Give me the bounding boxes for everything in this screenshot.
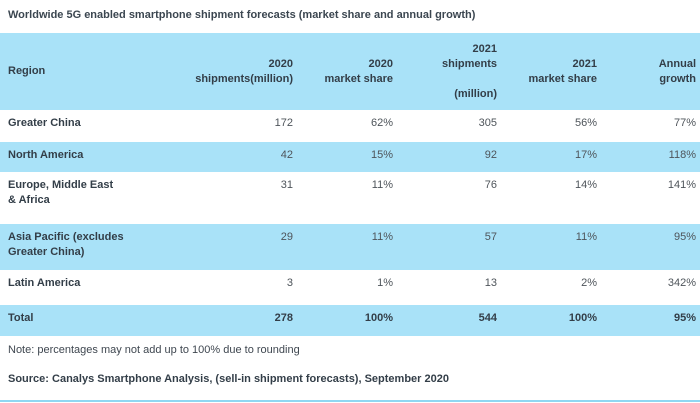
total-value-cell: 278 (274, 312, 293, 324)
value-cell: 17% (574, 149, 597, 161)
region-cell: Greater China (8, 117, 81, 129)
total-value-cell: 95% (673, 312, 696, 324)
value-cell: 11% (371, 179, 393, 191)
value-cell: 3 (286, 277, 293, 289)
table-row-latin-america: Latin America 3 1% 13 2% 342% (0, 270, 700, 305)
value-cell: 29 (280, 231, 293, 243)
column-header-2021-market-share: 2021 market share (528, 57, 598, 85)
total-label-cell: Total (8, 312, 34, 324)
region-cell: Asia Pacific (excludes Greater China) (8, 231, 124, 258)
value-cell: 305 (478, 117, 497, 129)
value-cell: 95% (673, 231, 696, 243)
column-header-annual-growth: Annual growth (658, 57, 696, 85)
value-cell: 76 (484, 179, 497, 191)
value-cell: 42 (280, 149, 293, 161)
table-row-europe-middle-east-africa: Europe, Middle East & Africa 31 11% 76 1… (0, 172, 700, 224)
total-value-cell: 100% (568, 312, 597, 324)
rounding-note: Note: percentages may not add up to 100%… (8, 344, 300, 356)
source-line: Source: Canalys Smartphone Analysis, (se… (8, 373, 449, 385)
column-header-2021-shipments: 2021 shipments (million) (441, 42, 497, 100)
column-header-region: Region (8, 65, 46, 77)
value-cell: 57 (484, 231, 497, 243)
value-cell: 11% (575, 231, 597, 243)
table-row-north-america: North America 42 15% 92 17% 118% (0, 142, 700, 172)
value-cell: 56% (574, 117, 597, 129)
forecast-table: Region 2020 shipments(million) 2020 mark… (0, 33, 700, 336)
value-cell: 141% (667, 179, 696, 191)
total-value-cell: 544 (478, 312, 497, 324)
region-cell: North America (8, 149, 84, 161)
column-header-2020-shipments: 2020 shipments(million) (195, 57, 293, 85)
table-row-total: Total 278 100% 544 100% 95% (0, 305, 700, 336)
value-cell: 14% (574, 179, 597, 191)
value-cell: 77% (673, 117, 696, 129)
value-cell: 1% (377, 277, 393, 289)
column-header-2020-market-share: 2020 market share (324, 57, 394, 85)
table-header-row: Region 2020 shipments(million) 2020 mark… (0, 33, 700, 110)
region-cell: Latin America (8, 277, 81, 289)
value-cell: 172 (274, 117, 293, 129)
value-cell: 15% (370, 149, 393, 161)
value-cell: 118% (668, 149, 696, 161)
table-row-asia-pacific: Asia Pacific (excludes Greater China) 29… (0, 224, 700, 270)
value-cell: 62% (370, 117, 393, 129)
value-cell: 92 (484, 149, 497, 161)
value-cell: 13 (484, 277, 497, 289)
value-cell: 31 (280, 179, 293, 191)
value-cell: 2% (581, 277, 597, 289)
region-cell: Europe, Middle East & Africa (8, 179, 114, 206)
page-title: Worldwide 5G enabled smartphone shipment… (8, 9, 476, 21)
total-value-cell: 100% (364, 312, 393, 324)
bottom-divider (0, 400, 700, 402)
value-cell: 11% (371, 231, 393, 243)
table-row-greater-china: Greater China 172 62% 305 56% 77% (0, 110, 700, 142)
value-cell: 342% (667, 277, 696, 289)
